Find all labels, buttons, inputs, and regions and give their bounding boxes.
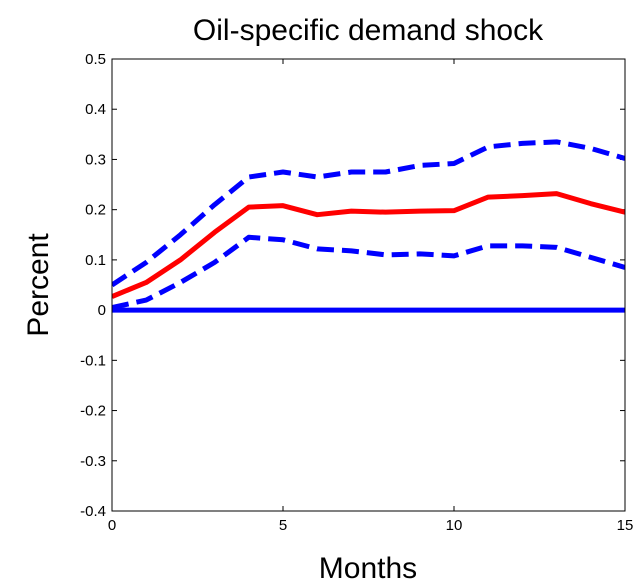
x-tick-label: 5 — [279, 517, 287, 534]
y-tick-label: 0.4 — [85, 101, 106, 118]
y-tick-label: 0.1 — [85, 252, 106, 269]
x-tick-label: 0 — [108, 517, 116, 534]
y-tick-label: -0.4 — [80, 503, 106, 520]
x-tick-label: 15 — [617, 517, 634, 534]
y-tick-label: 0 — [98, 302, 106, 319]
series-line-upper-band — [112, 139, 625, 288]
y-axis-label: Percent — [22, 233, 55, 337]
series-line-point-estimate — [112, 191, 625, 299]
x-tick-label: 10 — [446, 517, 463, 534]
x-axis-label: Months — [319, 552, 417, 584]
y-tick-label: 0.5 — [85, 51, 106, 68]
series-line-lower-band — [112, 234, 625, 311]
series-layer — [112, 139, 625, 313]
y-tick-label: 0.2 — [85, 202, 106, 219]
y-tick-label: -0.3 — [80, 453, 106, 470]
y-tick-label: -0.2 — [80, 403, 106, 420]
y-tick-label: -0.1 — [80, 352, 106, 369]
axes-frame — [111, 58, 626, 512]
chart-title: Oil-specific demand shock — [193, 14, 544, 47]
axis-ticks: -0.4 -0.3 -0.2 -0.1 0 0.1 0.2 0.3 0.4 0.5 0 5 10 15 — [80, 51, 633, 534]
y-tick-label: 0.3 — [85, 151, 106, 168]
